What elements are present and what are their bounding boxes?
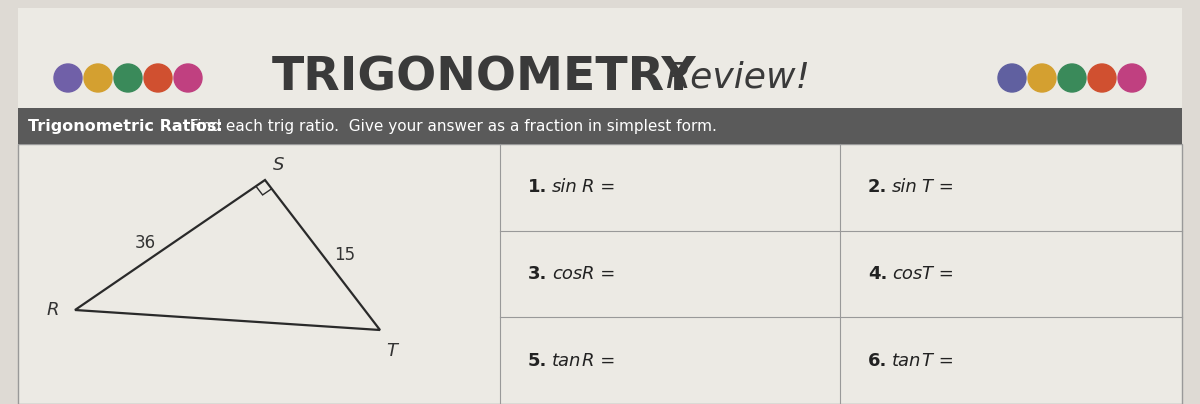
Text: 3.: 3. (528, 265, 547, 283)
Text: R =: R = (582, 178, 616, 196)
Circle shape (54, 64, 82, 92)
Text: tan: tan (892, 351, 922, 370)
Circle shape (1058, 64, 1086, 92)
Text: cos: cos (552, 265, 582, 283)
Text: 2.: 2. (868, 178, 887, 196)
Text: 4.: 4. (868, 265, 887, 283)
Text: 1.: 1. (528, 178, 547, 196)
FancyBboxPatch shape (18, 144, 1182, 404)
Text: T: T (386, 342, 397, 360)
Circle shape (998, 64, 1026, 92)
Text: 6.: 6. (868, 351, 887, 370)
Text: R =: R = (582, 265, 616, 283)
Text: cos: cos (892, 265, 923, 283)
Circle shape (1028, 64, 1056, 92)
Text: Trigonometric Ratios:: Trigonometric Ratios: (28, 118, 223, 133)
Text: Find each trig ratio.  Give your answer as a fraction in simplest form.: Find each trig ratio. Give your answer a… (180, 118, 716, 133)
Circle shape (1088, 64, 1116, 92)
Text: S: S (274, 156, 284, 174)
Text: T =: T = (922, 178, 954, 196)
Circle shape (174, 64, 202, 92)
Text: tan: tan (552, 351, 581, 370)
Text: T =: T = (922, 265, 954, 283)
Circle shape (114, 64, 142, 92)
Text: 5.: 5. (528, 351, 547, 370)
Text: sin: sin (552, 178, 577, 196)
Text: Review!: Review! (665, 61, 810, 95)
Circle shape (84, 64, 112, 92)
Text: 36: 36 (134, 234, 156, 252)
Circle shape (1118, 64, 1146, 92)
FancyBboxPatch shape (18, 8, 1182, 398)
Circle shape (144, 64, 172, 92)
Text: R =: R = (582, 351, 616, 370)
Text: sin: sin (892, 178, 918, 196)
Text: TRIGONOMETRY: TRIGONOMETRY (272, 55, 697, 101)
Text: T =: T = (922, 351, 954, 370)
FancyBboxPatch shape (18, 108, 1182, 144)
Text: R: R (47, 301, 59, 319)
Text: 15: 15 (335, 246, 355, 264)
